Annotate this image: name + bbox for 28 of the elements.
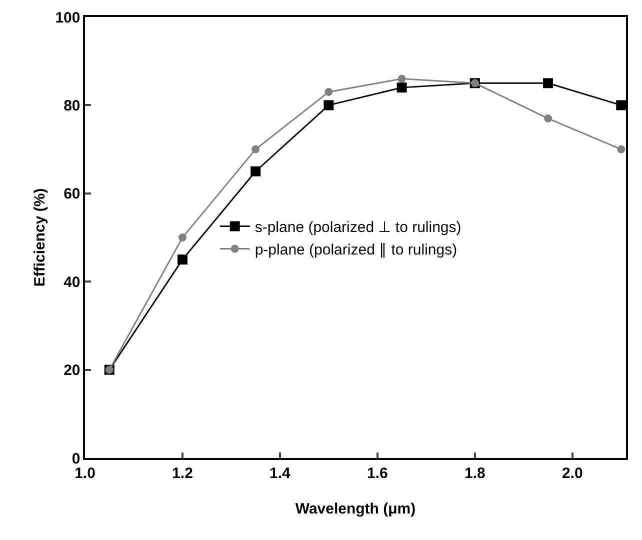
point bbox=[398, 74, 406, 83]
y-tick-label: 100 bbox=[55, 9, 80, 26]
legend-label: s-plane (polarized ⊥ to rulings) bbox=[254, 219, 462, 236]
point bbox=[324, 88, 333, 96]
y-axis-title: Efficiency (%) bbox=[32, 188, 48, 287]
point bbox=[543, 78, 554, 88]
point bbox=[324, 100, 334, 110]
y-tick-label: 60 bbox=[64, 186, 80, 203]
x-tick-label: 1.8 bbox=[464, 464, 486, 482]
legend-label: p-plane (polarized ∥ to rulings) bbox=[254, 242, 458, 259]
x-tick-label: 1.4 bbox=[270, 464, 292, 482]
y-tick-label: 0 bbox=[72, 450, 80, 468]
x-axis-title: Wavelength (μm) bbox=[295, 500, 416, 518]
point bbox=[250, 166, 261, 176]
point bbox=[177, 254, 188, 265]
y-tick-label: 20 bbox=[64, 362, 80, 380]
y-tick-label: 80 bbox=[64, 97, 80, 114]
point bbox=[252, 145, 260, 154]
y-tick-label: 40 bbox=[64, 274, 80, 291]
x-tick-label: 2.0 bbox=[562, 464, 583, 482]
x-tick-label: 1.2 bbox=[172, 464, 193, 482]
point bbox=[616, 100, 626, 110]
x-tick-label: 1.6 bbox=[367, 464, 388, 482]
x-tick-label: 1.0 bbox=[74, 464, 96, 482]
point bbox=[544, 114, 552, 122]
point bbox=[178, 234, 186, 242]
point bbox=[617, 145, 626, 154]
point bbox=[396, 82, 407, 93]
